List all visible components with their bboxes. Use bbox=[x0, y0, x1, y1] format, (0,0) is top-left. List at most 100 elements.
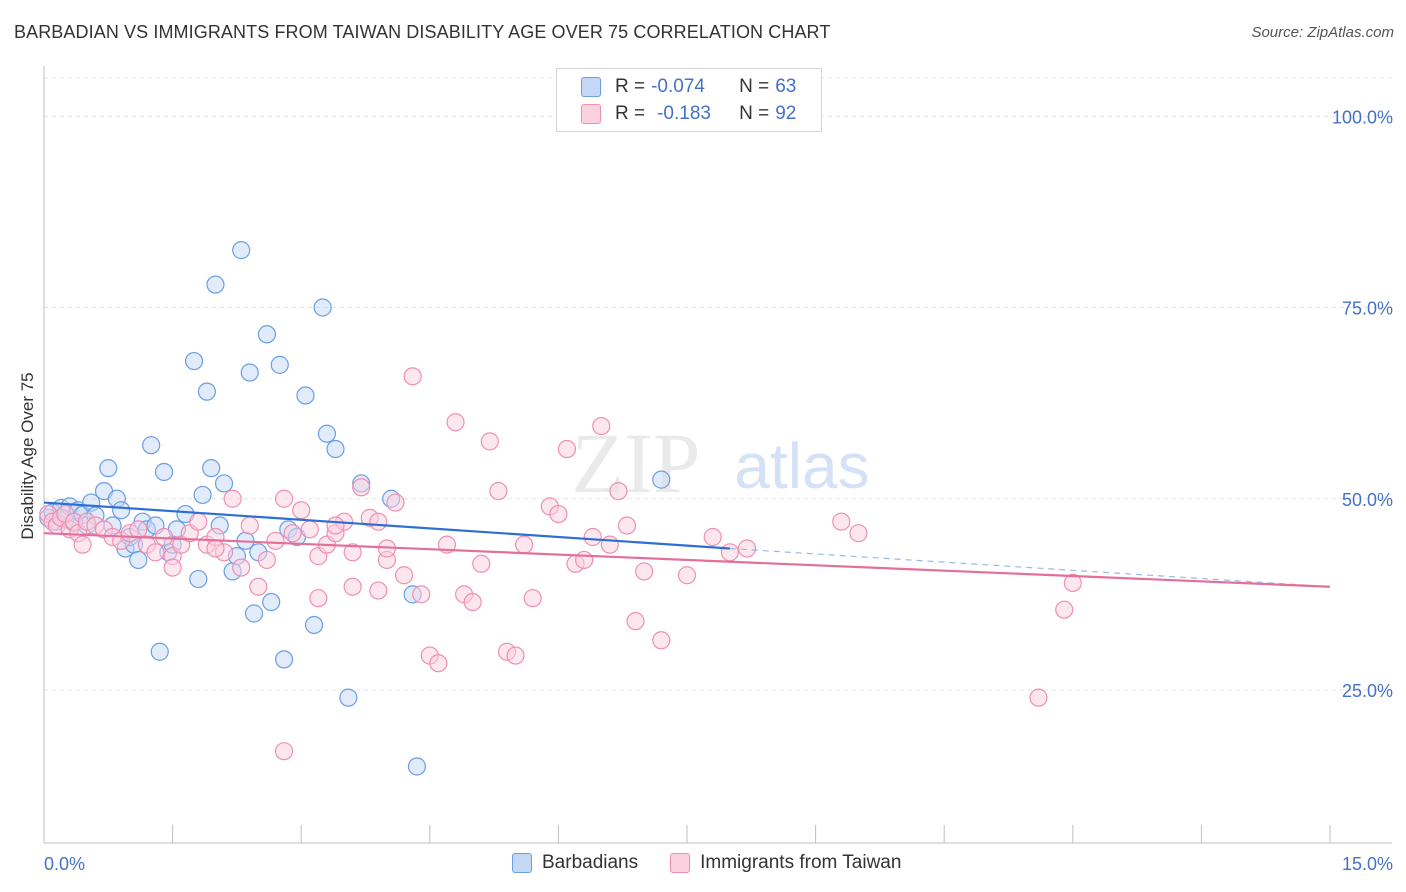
barbadian-point bbox=[232, 241, 251, 260]
taiwan-point bbox=[609, 482, 628, 501]
taiwan-point bbox=[292, 501, 311, 520]
y-tick-label: 100.0% bbox=[1332, 107, 1393, 127]
taiwan-point bbox=[146, 543, 165, 562]
legend-swatch-blue bbox=[512, 853, 532, 873]
barbadian-point bbox=[652, 470, 671, 489]
barbadian-point bbox=[214, 474, 234, 493]
taiwan-point bbox=[73, 535, 92, 554]
y-axis-label: Disability Age Over 75 bbox=[18, 372, 37, 540]
taiwan-point bbox=[326, 516, 345, 535]
taiwan-point bbox=[206, 539, 225, 558]
barbadian-point bbox=[317, 424, 337, 443]
taiwan-point bbox=[489, 482, 508, 501]
taiwan-point bbox=[274, 489, 294, 508]
taiwan-trend-line bbox=[43, 532, 1331, 588]
chart-title: BARBADIAN VS IMMIGRANTS FROM TAIWAN DISA… bbox=[14, 22, 831, 42]
taiwan-point bbox=[635, 562, 654, 581]
taiwan-point bbox=[283, 524, 302, 543]
y-tick-label: 75.0% bbox=[1342, 299, 1393, 319]
taiwan-point bbox=[617, 516, 637, 535]
taiwan-point bbox=[403, 367, 422, 386]
taiwan-point bbox=[343, 543, 362, 562]
barbadian-point bbox=[150, 642, 169, 661]
barbadian-point bbox=[129, 550, 148, 570]
taiwan-point bbox=[463, 592, 482, 612]
taiwan-point bbox=[480, 432, 499, 451]
legend-swatch-pink bbox=[581, 104, 601, 124]
legend-r-value: -0.183 bbox=[657, 103, 711, 124]
barbadian-point bbox=[197, 382, 216, 401]
taiwan-point bbox=[583, 527, 602, 547]
taiwan-point bbox=[394, 566, 414, 585]
barbadian-point bbox=[304, 615, 324, 635]
legend-row-barbadians: R = -0.074 N = 63 bbox=[581, 74, 796, 100]
taiwan-point bbox=[1029, 688, 1048, 707]
barbadian-point bbox=[257, 325, 277, 344]
source-label: Source: ZipAtlas.com bbox=[1251, 24, 1394, 41]
taiwan-point bbox=[849, 524, 868, 543]
taiwan-point bbox=[300, 520, 319, 539]
taiwan-point bbox=[677, 566, 697, 585]
taiwan-point bbox=[720, 543, 739, 562]
barbadian-point bbox=[206, 275, 225, 294]
barbadian-point bbox=[274, 650, 294, 669]
x-tick-label: 0.0% bbox=[44, 854, 85, 874]
legend-n-value: 63 bbox=[775, 76, 797, 97]
y-tick-label: 25.0% bbox=[1342, 681, 1393, 701]
taiwan-point bbox=[274, 742, 294, 761]
taiwan-point bbox=[429, 654, 448, 673]
watermark-atlas: atlas bbox=[734, 430, 869, 502]
taiwan-point bbox=[249, 577, 268, 596]
legend-row-taiwan: R = -0.183 N = 92 bbox=[581, 101, 796, 127]
taiwan-point bbox=[309, 589, 328, 608]
taiwan-point bbox=[386, 493, 405, 512]
legend-item-taiwan: Immigrants from Taiwan bbox=[670, 852, 901, 874]
taiwan-point bbox=[737, 539, 757, 558]
barbadian-point bbox=[407, 757, 427, 776]
legend-r-value: -0.074 bbox=[651, 76, 705, 97]
taiwan-point bbox=[523, 589, 542, 608]
barbadian-point bbox=[262, 592, 281, 612]
legend-label: Immigrants from Taiwan bbox=[700, 852, 902, 873]
barbadian-point bbox=[189, 569, 208, 589]
legend-r-label: R = bbox=[615, 103, 646, 124]
series-legend: Barbadians Immigrants from Taiwan bbox=[512, 852, 933, 874]
barbadian-point bbox=[193, 485, 212, 505]
barbadian-point bbox=[270, 355, 289, 374]
barbadian-trend-line bbox=[43, 501, 730, 550]
taiwan-point bbox=[1055, 600, 1074, 619]
taiwan-point bbox=[240, 516, 259, 535]
watermark-zip: ZIP bbox=[572, 415, 701, 511]
taiwan-point bbox=[515, 535, 534, 554]
legend-swatch-pink bbox=[670, 853, 691, 873]
barbadian-point bbox=[326, 439, 345, 459]
barbadian-trend-extension bbox=[729, 547, 1331, 588]
taiwan-point bbox=[832, 512, 851, 531]
taiwan-point bbox=[626, 612, 645, 631]
taiwan-point bbox=[506, 646, 525, 665]
taiwan-point bbox=[557, 439, 577, 459]
taiwan-point bbox=[369, 581, 388, 600]
barbadian-point bbox=[240, 363, 259, 382]
taiwan-point bbox=[223, 489, 242, 508]
taiwan-point bbox=[266, 531, 285, 550]
legend-label: Barbadians bbox=[542, 852, 639, 873]
taiwan-point bbox=[163, 558, 182, 577]
barbadian-point bbox=[244, 604, 264, 623]
taiwan-point bbox=[549, 504, 568, 524]
barbadian-point bbox=[339, 688, 358, 707]
taiwan-point bbox=[446, 413, 465, 432]
barbadian-point bbox=[112, 501, 131, 520]
taiwan-point bbox=[575, 550, 594, 570]
legend-r-label: R = bbox=[615, 76, 646, 97]
barbadian-point bbox=[313, 298, 332, 317]
taiwan-point bbox=[232, 558, 251, 577]
taiwan-point bbox=[343, 577, 362, 596]
taiwan-point bbox=[189, 512, 208, 531]
barbadian-point bbox=[184, 351, 204, 371]
taiwan-point bbox=[472, 554, 491, 573]
barbadian-point bbox=[99, 459, 118, 478]
taiwan-point bbox=[1063, 573, 1082, 593]
taiwan-point bbox=[257, 550, 277, 570]
